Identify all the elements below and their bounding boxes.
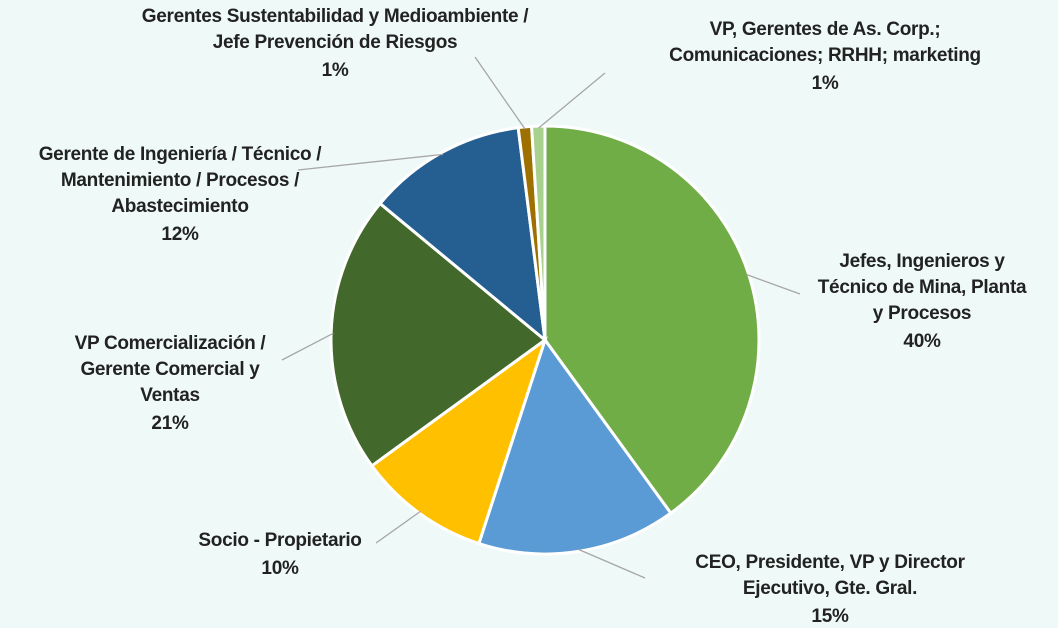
slice-label: VP Comercialización / (75, 333, 267, 354)
slice-label: Gerente Comercial y (80, 359, 260, 380)
value-label: 15% (811, 606, 849, 627)
slice-label: Jefes, Ingenieros y (839, 251, 1005, 272)
leader-line (746, 273, 801, 295)
slice-label: VP, Gerentes de As. Corp.; (710, 19, 941, 40)
slice-label: Jefe Prevención de Riesgos (213, 32, 458, 53)
pie-slice (543, 124, 761, 516)
leader-line (375, 510, 421, 544)
value-label: 40% (903, 331, 941, 352)
slice-label: Comunicaciones; RRHH; marketing (669, 45, 981, 66)
pie-slice (369, 336, 548, 546)
slice-label: CEO, Presidente, VP y Director (695, 552, 965, 573)
value-label: 1% (812, 73, 839, 94)
pie-slice (377, 126, 547, 344)
pie-slice (529, 124, 547, 341)
leader-line (474, 56, 526, 130)
leader-line (537, 72, 606, 129)
slice-label: Mantenimiento / Procesos / (61, 170, 300, 191)
slice-label: Técnico de Mina, Planta (818, 277, 1027, 298)
leader-line (577, 548, 646, 579)
slice-label: Ejecutivo, Gte. Gral. (743, 578, 917, 599)
slice-label: Gerente de Ingeniería / Técnico / (39, 144, 323, 165)
slice-label: Ventas (140, 385, 199, 406)
pie-slice (329, 201, 548, 468)
value-label: 1% (322, 60, 349, 81)
slice-label: Socio - Propietario (198, 530, 361, 551)
slice-label: y Procesos (873, 303, 971, 324)
value-label: 10% (261, 558, 299, 579)
leader-line (297, 153, 444, 171)
slice-label: Abastecimiento (111, 196, 248, 217)
value-label: 12% (161, 224, 199, 245)
slice-label: Gerentes Sustentabilidad y Medioambiente… (142, 6, 530, 27)
pie-slice (476, 336, 673, 556)
value-label: 21% (151, 413, 189, 434)
leader-line (281, 332, 334, 361)
